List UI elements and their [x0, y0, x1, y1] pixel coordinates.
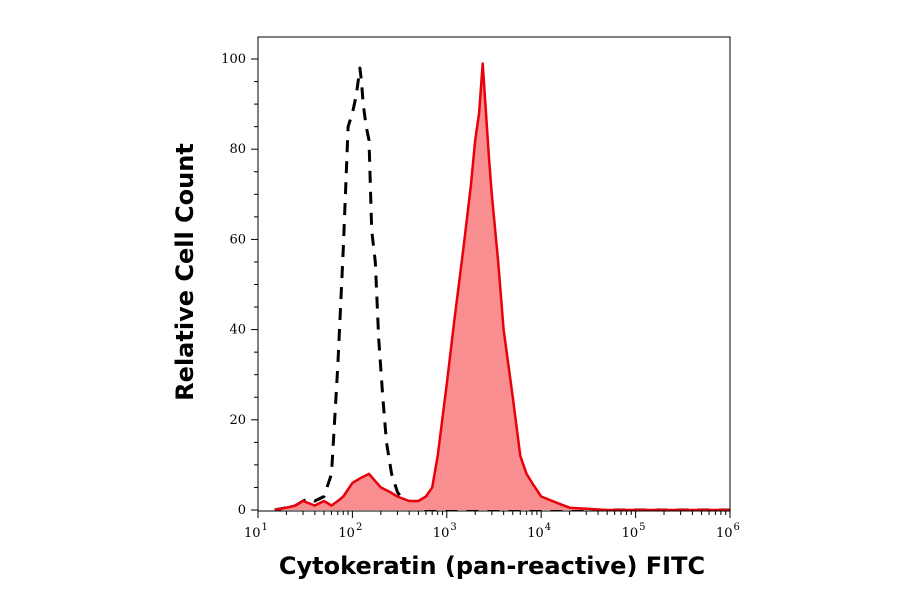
- x-tick-label: 101: [244, 522, 268, 541]
- series-fill-1: [274, 63, 730, 510]
- plot-area: [274, 62, 730, 512]
- x-tick-label: 105: [622, 522, 646, 541]
- x-tick-label: 103: [433, 522, 457, 541]
- y-tick-label: 0: [238, 503, 246, 518]
- y-tick-label: 40: [229, 323, 246, 338]
- y-axis-title: Relative Cell Count: [171, 143, 199, 401]
- plot-frame: [257, 36, 731, 512]
- x-tick-label: 106: [716, 522, 740, 541]
- x-tick-label: 104: [527, 522, 551, 541]
- y-tick-label: 80: [229, 142, 246, 157]
- x-axis-title: Cytokeratin (pan-reactive) FITC: [279, 552, 705, 580]
- series-line-1: [274, 62, 730, 512]
- y-tick-label: 60: [229, 232, 246, 247]
- y-tick-label: 100: [221, 52, 246, 67]
- axes: 0 20 40 60 80 100 101 102 103 104 105 106: [221, 52, 740, 541]
- x-tick-label: 102: [338, 522, 362, 541]
- y-tick-label: 20: [229, 413, 246, 428]
